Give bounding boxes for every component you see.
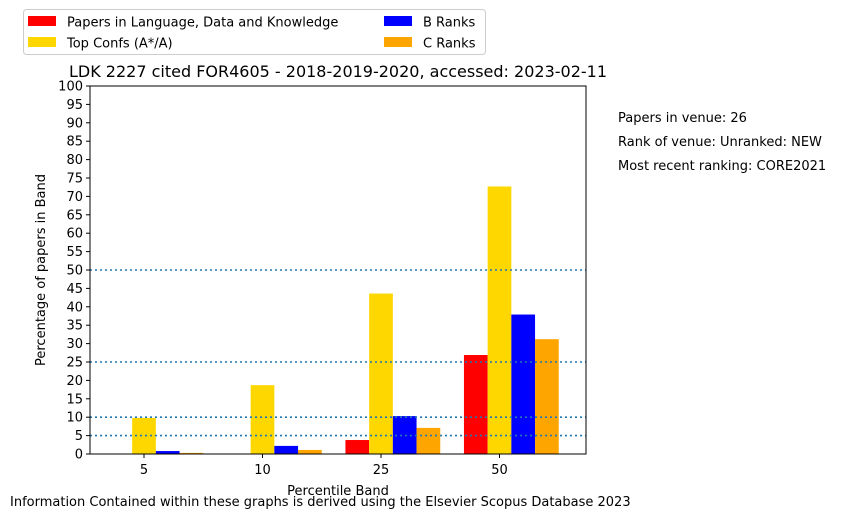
bar-top-confs-a-a--50 (487, 186, 512, 454)
y-tick-label-75: 75 (66, 172, 83, 187)
y-tick-label-80: 80 (66, 153, 83, 168)
y-tick-label-65: 65 (66, 208, 83, 223)
y-tick-label-55: 55 (66, 245, 83, 260)
y-tick-label-35: 35 (66, 319, 83, 334)
y-tick-label-100: 100 (58, 80, 83, 95)
y-tick-label-90: 90 (66, 116, 83, 131)
chart-title: LDK 2227 cited FOR4605 - 2018-2019-2020,… (69, 62, 607, 81)
x-axis-label: Percentile Band (287, 484, 389, 499)
x-tick-label-5: 5 (140, 463, 148, 478)
y-tick-label-5: 5 (75, 429, 83, 444)
x-tick-label-50: 50 (491, 463, 508, 478)
bar-top-confs-a-a--5 (132, 417, 156, 454)
bar-c-ranks-5 (179, 452, 204, 454)
y-axis-label: Percentage of papers in Band (34, 174, 49, 366)
bar-papers-in-language-data-and-knowledge-25 (345, 440, 370, 454)
y-tick-label-45: 45 (66, 282, 83, 297)
y-tick-label-85: 85 (66, 135, 83, 150)
legend-label-2: B Ranks (423, 16, 476, 31)
x-tick-label-25: 25 (373, 463, 390, 478)
data-source-footer: Information Contained within these graph… (10, 495, 631, 510)
legend-swatch-2 (384, 16, 412, 26)
recent-ranking-note: Most recent ranking: CORE2021 (618, 159, 827, 174)
bar-b-ranks-25 (392, 416, 417, 454)
bar-b-ranks-10 (274, 445, 299, 454)
legend-box (23, 9, 486, 55)
bar-top-confs-a-a--25 (369, 293, 393, 454)
legend-swatch-0 (28, 16, 56, 26)
y-tick-label-10: 10 (66, 411, 83, 426)
bar-c-ranks-10 (298, 449, 322, 454)
y-tick-label-0: 0 (75, 448, 83, 463)
bar-c-ranks-50 (535, 339, 559, 454)
y-tick-label-15: 15 (66, 392, 83, 407)
y-tick-label-95: 95 (66, 98, 83, 113)
bar-papers-in-language-data-and-knowledge-50 (463, 355, 488, 454)
bar-c-ranks-25 (416, 427, 441, 454)
rank-of-venue-note: Rank of venue: Unranked: NEW (618, 135, 822, 150)
plot-area: 0 5 10 15 20 25 30 35 40 45 50 55 60 65 70 75 80 85 90 95 10… (58, 80, 587, 478)
bar-b-ranks-5 (155, 451, 180, 454)
legend-label-1: Top Confs (A*/A) (66, 37, 173, 52)
y-tick-label-25: 25 (66, 356, 83, 371)
legend-swatch-1 (28, 37, 56, 47)
papers-in-venue-note: Papers in venue: 26 (618, 111, 747, 126)
y-tick-label-60: 60 (66, 227, 83, 242)
y-tick-label-50: 50 (66, 264, 83, 279)
legend: Papers in Language, Data and Knowledge To… (23, 9, 486, 55)
x-tick-label-10: 10 (254, 463, 271, 478)
y-tick-label-70: 70 (66, 190, 83, 205)
legend-label-3: C Ranks (423, 37, 476, 52)
y-tick-label-40: 40 (66, 300, 83, 315)
legend-label-0: Papers in Language, Data and Knowledge (67, 16, 338, 31)
y-tick-label-30: 30 (66, 337, 83, 352)
y-tick-label-20: 20 (66, 374, 83, 389)
bar-b-ranks-50 (511, 314, 536, 454)
legend-swatch-3 (384, 37, 412, 47)
bar-top-confs-a-a--10 (250, 385, 275, 454)
